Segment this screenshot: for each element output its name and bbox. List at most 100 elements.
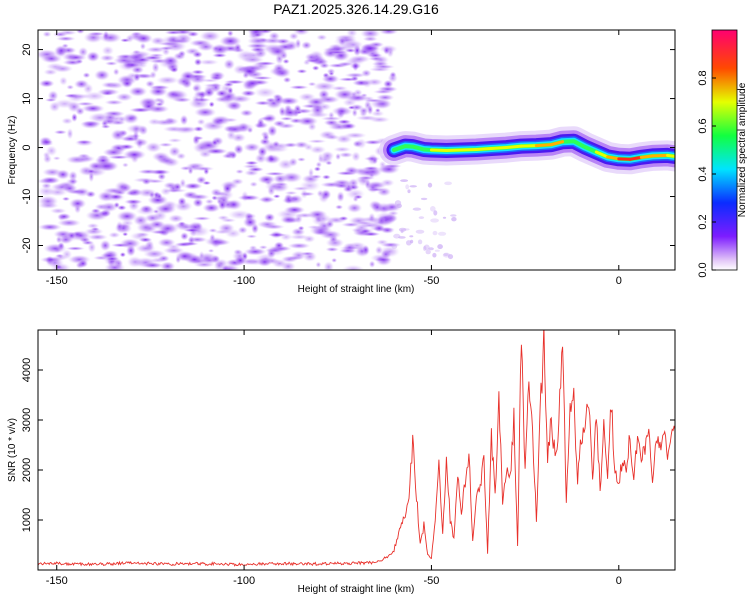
noise-speckle [88,170,95,183]
noise-speckle [166,90,180,99]
noise-speckle [86,51,100,63]
noise-speckle [74,204,82,214]
noise-speckle [191,93,202,105]
noise-speckle [199,30,221,42]
noise-speckle [391,244,398,249]
noise-speckle [158,228,168,237]
noise-speckle [428,247,434,251]
noise-speckle [119,38,131,43]
noise-speckle [223,58,236,70]
noise-speckle [228,200,239,209]
top-x-tick-label: -100 [233,275,255,287]
noise-speckle [251,76,274,80]
colorbar-label: Normalized spectral amplitude [737,82,748,217]
noise-speckle [239,109,254,117]
noise-speckle [279,116,294,121]
noise-speckle [417,239,423,245]
noise-speckle [53,129,68,135]
noise-speckle [125,190,138,197]
snr-panel: -150 -100 -50 0 1000 2000 3000 4000 Height of s… [7,329,676,595]
noise-speckle [288,157,299,167]
noise-speckle [204,236,227,247]
colorbar-tick-label: 0.6 [697,118,709,133]
noise-speckle [295,30,307,33]
noise-speckle [335,204,344,210]
noise-speckle [101,45,115,56]
noise-speckle [274,182,289,187]
noise-speckle [151,61,160,74]
noise-speckle [245,234,258,239]
noise-speckle [148,53,165,58]
noise-speckle [129,231,150,241]
noise-speckle [185,162,202,172]
top-y-tick-label: 20 [21,43,33,55]
noise-speckle [194,222,203,231]
noise-speckle [74,187,91,197]
noise-speckle [307,139,327,144]
noise-speckle [177,196,187,207]
noise-speckle [82,72,91,79]
noise-speckle [237,194,261,201]
noise-speckle [52,31,68,38]
noise-speckle [249,181,258,188]
noise-speckle [162,55,180,67]
noise-speckle [331,106,354,117]
noise-speckle [75,140,93,145]
signal-ridge-hotspot [594,150,610,159]
noise-speckle [344,123,355,129]
noise-speckle [282,76,292,84]
noise-speckle [433,210,438,216]
bottom-x-axis-label: Height of straight line (km) [298,584,415,595]
noise-speckle [273,68,291,79]
noise-speckle [113,56,136,65]
noise-speckle [114,180,130,193]
noise-speckle [52,156,61,161]
noise-speckle [179,114,189,126]
noise-speckle [104,99,124,106]
noise-speckle [164,30,183,35]
noise-speckle [242,216,258,228]
noise-speckle [115,92,133,102]
noise-speckle [243,247,267,256]
noise-speckle [135,206,158,216]
noise-speckle [38,223,62,231]
noise-speckle [100,81,117,89]
noise-speckle [425,249,431,255]
noise-speckle [75,106,85,116]
noise-speckle [43,243,67,254]
noise-speckle [407,189,411,194]
noise-speckle [188,74,208,84]
noise-speckle [318,192,330,204]
noise-speckle [231,122,255,133]
noise-speckle [156,192,163,201]
noise-speckle [325,216,347,224]
noise-speckle [337,77,359,82]
noise-speckle [262,113,277,124]
noise-speckle [263,212,276,222]
noise-speckle [177,50,187,58]
noise-speckle [443,253,449,257]
top-y-tick-label: 0 [21,144,33,150]
noise-speckle [231,178,244,186]
noise-speckle [393,233,401,239]
noise-speckle [264,179,273,186]
noise-speckle [284,190,298,196]
noise-speckle [237,226,248,235]
noise-speckle [99,32,122,44]
noise-speckle [78,155,96,163]
noise-speckle [372,89,394,95]
noise-speckle [45,62,65,71]
noise-speckle [352,196,359,203]
noise-speckle [346,202,363,214]
noise-speckle [361,78,373,89]
bottom-y-axis-label: SNR (10 * v/v) [7,418,18,482]
noise-speckle [227,209,252,220]
snr-series-line [38,330,675,567]
noise-speckle [358,106,369,115]
noise-speckle [69,198,87,210]
noise-speckle [368,52,383,59]
noise-speckle [242,71,250,79]
noise-speckle [377,202,391,215]
noise-speckle [437,244,443,250]
